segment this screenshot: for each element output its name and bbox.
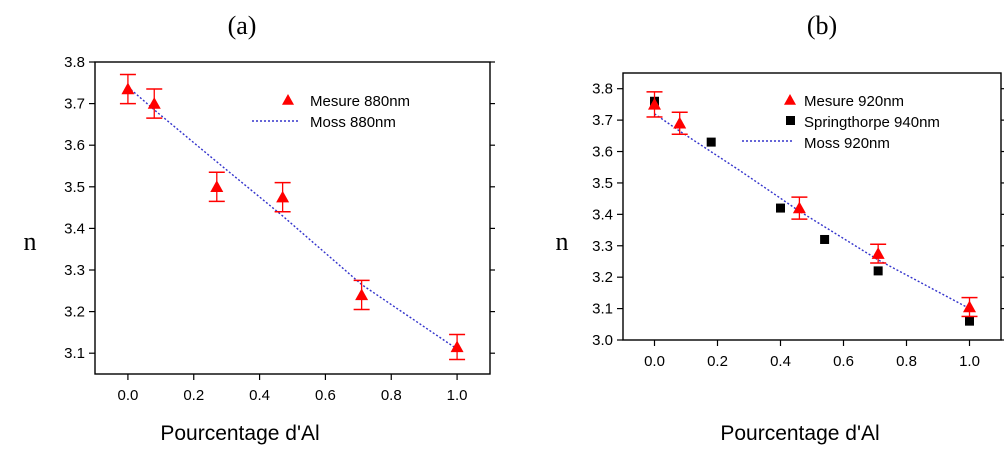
- mesure-point: [792, 201, 806, 214]
- mesure-point: [871, 247, 885, 259]
- y-tick-label: 3.6: [64, 137, 85, 154]
- panel-a-legend-mesure-label: Mesure 880nm: [310, 93, 410, 110]
- panel-b-label: (b): [807, 11, 837, 40]
- chart-panel-a: (a) n Pourcentage d'Al 0.0 0.2 0.4 0.6 0.8 1.…: [24, 11, 495, 445]
- y-tick-label: 3.0: [592, 332, 613, 349]
- mesure-point: [963, 300, 976, 313]
- x-tick-label: 1.0: [447, 387, 468, 404]
- panel-b-legend: Mesure 920nm Springthorpe 940nm Moss 920…: [742, 93, 940, 152]
- mesure-point: [450, 340, 464, 353]
- panel-a-ticks: 0.0 0.2 0.4 0.6 0.8 1.0 3.1 3.2 3.3 3.4 3.5 3.6 3.7 3…: [64, 54, 495, 404]
- x-tick-label: 1.0: [959, 353, 980, 370]
- mesure-point: [276, 190, 290, 203]
- y-tick-label: 3.7: [64, 96, 85, 113]
- y-tick-label: 3.3: [64, 262, 85, 279]
- y-tick-label: 3.2: [64, 304, 85, 321]
- x-tick-label: 0.8: [381, 387, 402, 404]
- panel-b-legend-springthorpe-marker: [786, 116, 795, 125]
- panel-b-xlabel: Pourcentage d'Al: [720, 422, 879, 445]
- y-tick-label: 3.1: [64, 345, 85, 362]
- mesure-point: [355, 288, 369, 301]
- springthorpe-point: [706, 137, 716, 147]
- springthorpe-point: [873, 266, 883, 276]
- mesure-point: [121, 82, 135, 95]
- x-tick-label: 0.0: [117, 387, 138, 404]
- springthorpe-point: [965, 316, 974, 326]
- panel-b-legend-mesure-marker: [784, 94, 796, 105]
- panel-a-legend-moss-label: Moss 880nm: [310, 114, 396, 131]
- mesure-point: [210, 180, 224, 192]
- y-tick-label: 3.2: [592, 269, 613, 286]
- y-tick-label: 3.5: [592, 175, 613, 192]
- y-tick-label: 3.4: [64, 220, 85, 237]
- panel-a-legend: Mesure 880nm Moss 880nm: [252, 93, 410, 131]
- mesure-point: [673, 116, 687, 129]
- panel-b-legend-springthorpe-label: Springthorpe 940nm: [804, 114, 940, 131]
- x-tick-label: 0.6: [833, 353, 854, 370]
- mesure-point: [147, 97, 161, 109]
- x-tick-label: 0.6: [315, 387, 336, 404]
- x-tick-label: 0.0: [644, 353, 665, 370]
- panel-b-plot-frame: [622, 72, 1002, 341]
- y-tick-label: 3.6: [592, 144, 613, 161]
- chart-panel-b: (b) n Pourcentage d'Al 0.0 0.2 0.4 0.6 0.8 1.…: [556, 11, 1004, 445]
- x-tick-label: 0.2: [183, 387, 204, 404]
- y-tick-label: 3.4: [592, 206, 613, 223]
- panel-b-series: [646, 91, 978, 326]
- x-tick-label: 0.4: [770, 353, 791, 370]
- panel-a-legend-mesure-marker: [282, 94, 294, 105]
- mesure-point: [648, 97, 661, 110]
- panel-a-series: [119, 73, 466, 361]
- y-tick-label: 3.5: [64, 179, 85, 196]
- moss-fit-line: [127, 86, 458, 350]
- panel-a-xlabel: Pourcentage d'Al: [160, 422, 319, 445]
- springthorpe-point: [776, 203, 785, 213]
- x-tick-label: 0.4: [249, 387, 270, 404]
- panel-a-plot-frame: [94, 61, 491, 375]
- panel-a-label: (a): [228, 11, 257, 40]
- x-tick-label: 0.2: [707, 353, 728, 370]
- springthorpe-point: [820, 234, 830, 244]
- panel-b-legend-moss-label: Moss 920nm: [804, 135, 890, 152]
- y-tick-label: 3.3: [592, 238, 613, 255]
- panel-b-legend-mesure-label: Mesure 920nm: [804, 93, 904, 110]
- y-tick-label: 3.1: [592, 301, 613, 318]
- y-tick-label: 3.8: [64, 54, 85, 71]
- panel-a-ylabel: n: [24, 227, 37, 256]
- y-tick-label: 3.7: [592, 112, 613, 129]
- y-tick-label: 3.8: [592, 81, 613, 98]
- panel-b-ylabel: n: [556, 227, 569, 256]
- x-tick-label: 0.8: [896, 353, 917, 370]
